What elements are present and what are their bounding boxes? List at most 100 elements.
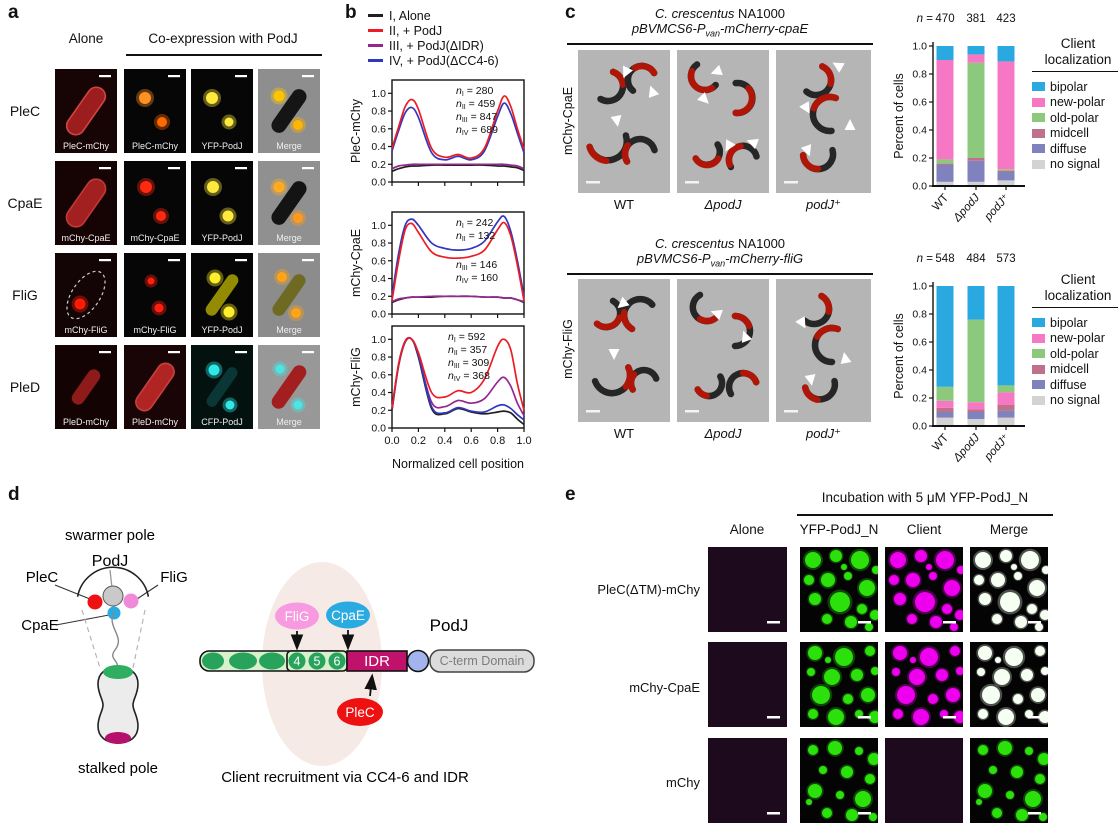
bar-segment-new-polar <box>967 54 985 63</box>
category-label: podJ⁺ <box>982 432 1012 464</box>
micrograph-canvas <box>124 345 186 429</box>
svg-text:0.0: 0.0 <box>371 177 386 189</box>
bar-segment-bipolar <box>936 46 954 60</box>
arrowhead <box>710 309 723 321</box>
tether-squiggle <box>111 610 120 669</box>
droplet-canvas <box>970 642 1048 727</box>
mcherry-signal <box>731 312 753 330</box>
bar-segment-midcell <box>997 170 1015 172</box>
micrograph-pled-alone: PleD-mChy <box>55 345 117 429</box>
funnel-dash-left <box>81 609 101 669</box>
flig-client-label: FliG <box>285 609 310 624</box>
droplet <box>1000 592 1020 612</box>
cterm-label: C-term Domain <box>440 654 525 668</box>
y-axis-label: mChy-FliG <box>349 347 363 407</box>
legend-item-no-signal: no signal <box>1032 393 1118 409</box>
svg-text:0.4: 0.4 <box>371 141 386 153</box>
series-II <box>391 337 525 411</box>
micrograph-flig-wt <box>578 279 670 422</box>
series-III <box>391 163 525 170</box>
cell-rod <box>272 274 306 316</box>
micrograph-canvas <box>124 253 186 337</box>
stalked-pole-label: stalked pole <box>78 760 158 777</box>
client-localization-legend-2: Client localization bipolar new-polar old… <box>1032 272 1118 408</box>
condition-label: ΔpodJ <box>704 197 742 212</box>
line-plot-mchy-flig: mChy-FliG 0.0 0.2 0.4 0.6 0.8 1.0 0.0 0.2 0.4 0.6 0… <box>349 325 532 471</box>
bar-segment-bipolar <box>967 286 985 320</box>
n-annotation: nII = 459 <box>456 98 495 111</box>
bar-segment-no-signal <box>967 419 985 426</box>
droplet <box>978 784 992 798</box>
panel-e-header: Incubation with 5 μM YFP-PodJ_N <box>821 490 1029 505</box>
droplet-image-row3-client <box>885 738 963 823</box>
micrograph-cpae-mchy: mChy-CpaE <box>124 161 186 245</box>
droplet <box>1039 813 1047 821</box>
droplet <box>989 766 997 774</box>
swatch-no-signal <box>1032 159 1045 169</box>
category-label: podJ⁺ <box>982 192 1012 224</box>
cell-rod <box>271 365 307 409</box>
focus <box>224 117 234 127</box>
svg-text:0.2: 0.2 <box>371 291 386 303</box>
micrograph-canvas <box>191 69 253 153</box>
droplet <box>909 669 925 685</box>
legend-title: Client localization <box>1032 272 1118 308</box>
cpae-leader-line <box>55 614 110 626</box>
panel-b-legend: I, Alone II, + PodJ III, + PodJ(ΔIDR) IV… <box>368 8 499 68</box>
droplet <box>855 791 871 807</box>
magenta-pole-cap <box>105 732 131 744</box>
droplet <box>1016 809 1028 821</box>
mcherry-signal <box>593 314 623 331</box>
droplet <box>836 791 844 799</box>
plec-client-label: PleC <box>345 705 375 720</box>
droplet <box>954 711 963 723</box>
droplet <box>830 592 850 612</box>
micrograph-cpae-alone: mChy-CpaE <box>55 161 117 245</box>
panel-c-title-2: C. crescentus NA1000 pBVMCS6-Pvan-mCherr… <box>636 236 804 269</box>
scale-bar <box>685 410 699 413</box>
droplet <box>1029 580 1045 596</box>
droplet <box>872 566 878 574</box>
svg-text:0.4: 0.4 <box>371 273 386 285</box>
svg-text:0.6: 0.6 <box>371 369 386 381</box>
droplet-canvas <box>885 738 963 823</box>
svg-text:1.0: 1.0 <box>516 435 531 447</box>
droplet <box>978 709 988 719</box>
droplet <box>928 694 938 704</box>
category-label: ΔpodJ <box>951 192 983 225</box>
micrograph-canvas <box>55 253 117 337</box>
micrograph-flig-yfp-podj: YFP-PodJ <box>191 253 253 337</box>
bar-segment-bipolar <box>997 46 1015 62</box>
bar-segment-midcell <box>936 163 954 165</box>
svg-text:1.0: 1.0 <box>371 88 386 100</box>
droplet <box>998 709 1014 725</box>
droplet <box>906 573 920 587</box>
focus <box>223 306 235 318</box>
line-swatch-purple <box>368 44 383 47</box>
droplet <box>865 646 875 656</box>
droplet <box>936 669 948 681</box>
plec-client-oval <box>337 698 383 726</box>
panel-d-caption: Client recruitment via CC4-6 and IDR <box>221 769 469 786</box>
micrograph-plec-alone: PleC-mChy <box>55 69 117 153</box>
droplet-canvas <box>708 738 787 823</box>
panel-d-label: d <box>8 484 20 505</box>
micrograph-canvas <box>124 161 186 245</box>
arrowhead <box>710 64 723 76</box>
svg-text:573: 573 <box>996 253 1015 265</box>
cpae-client-oval <box>326 601 370 629</box>
droplet <box>1039 711 1048 723</box>
bar-segment-bipolar <box>936 286 954 387</box>
droplet <box>808 745 818 755</box>
panel-c-title-1: C. crescentus NA1000 pBVMCS6-Pvan-mCherr… <box>631 6 809 39</box>
droplet <box>859 580 875 596</box>
legend-item-old-polar: old-polar <box>1032 110 1118 126</box>
stacked-bar-chart-cpae: n = 470 381 423 Percent of cells 0.0 0.2 0.4 0.6… <box>893 13 1025 225</box>
droplet <box>976 799 982 805</box>
category-label: ΔpodJ <box>951 432 983 465</box>
svg-text:0.8: 0.8 <box>371 238 386 250</box>
panel-c-title-underline-2 <box>567 273 873 275</box>
